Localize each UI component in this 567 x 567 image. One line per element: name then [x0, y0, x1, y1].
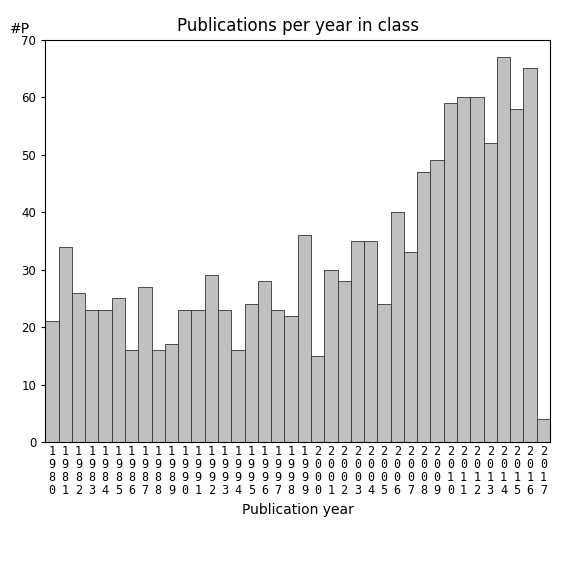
Bar	[218, 310, 231, 442]
Bar	[178, 310, 192, 442]
Bar	[470, 97, 484, 442]
Bar	[351, 241, 364, 442]
Bar	[311, 356, 324, 442]
Bar	[231, 350, 244, 442]
Text: #P: #P	[10, 22, 30, 36]
Bar	[337, 281, 351, 442]
Bar	[523, 69, 537, 442]
Bar	[285, 316, 298, 442]
Bar	[497, 57, 510, 442]
Bar	[138, 287, 151, 442]
Bar	[298, 235, 311, 442]
Bar	[112, 298, 125, 442]
Bar	[151, 350, 165, 442]
Bar	[165, 345, 178, 442]
Bar	[404, 252, 417, 442]
Bar	[45, 321, 58, 442]
Bar	[378, 304, 391, 442]
Bar	[72, 293, 85, 442]
Bar	[244, 304, 258, 442]
Bar	[391, 212, 404, 442]
Bar	[430, 160, 444, 442]
Bar	[125, 350, 138, 442]
Bar	[85, 310, 99, 442]
Bar	[99, 310, 112, 442]
X-axis label: Publication year: Publication year	[242, 502, 354, 517]
Bar	[258, 281, 271, 442]
Bar	[192, 310, 205, 442]
Bar	[510, 109, 523, 442]
Bar	[205, 276, 218, 442]
Bar	[271, 310, 285, 442]
Bar	[417, 172, 430, 442]
Bar	[444, 103, 457, 442]
Bar	[364, 241, 378, 442]
Bar	[537, 419, 550, 442]
Bar	[324, 270, 337, 442]
Bar	[457, 97, 470, 442]
Bar	[58, 247, 72, 442]
Title: Publications per year in class: Publications per year in class	[176, 18, 419, 35]
Bar	[484, 143, 497, 442]
